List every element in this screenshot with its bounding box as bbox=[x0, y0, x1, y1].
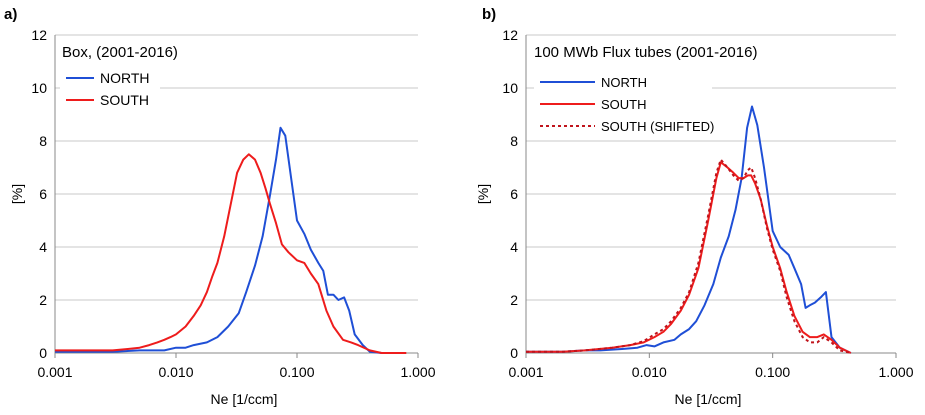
legend-label: SOUTH (SHIFTED) bbox=[601, 119, 714, 134]
x-tick-label: 0.010 bbox=[632, 364, 667, 380]
x-axis-title-b: Ne [1/ccm] bbox=[675, 391, 742, 407]
y-axis-title-b: [%] bbox=[475, 184, 491, 204]
y-tick-label: 4 bbox=[510, 239, 518, 255]
panel-label-b: b) bbox=[482, 6, 496, 23]
y-tick-label: 6 bbox=[39, 186, 47, 202]
y-tick-label: 10 bbox=[31, 80, 47, 96]
legend-label: NORTH bbox=[601, 75, 647, 90]
y-tick-label: 12 bbox=[502, 27, 518, 43]
series-line-south-shifted bbox=[526, 158, 852, 354]
series-line-north bbox=[526, 105, 852, 354]
y-tick-label: 4 bbox=[39, 239, 47, 255]
chart-title-a: Box, (2001-2016) bbox=[62, 44, 178, 61]
series-line-south bbox=[526, 161, 852, 354]
x-tick-label: 0.001 bbox=[508, 364, 543, 380]
y-axis-title-a: [%] bbox=[9, 184, 25, 204]
x-tick-label: 1.000 bbox=[878, 364, 913, 380]
y-tick-label: 8 bbox=[39, 133, 47, 149]
plot-a: 0 2 4 6 8 10 12 0.001 0.010 0.100 1.000 NORTH SOUTH bbox=[31, 27, 435, 380]
plot-b: 0 2 4 6 8 10 12 0.001 0.010 0.100 1.000 NORTH SOUTH S… bbox=[502, 27, 913, 380]
y-tick-label: 12 bbox=[31, 27, 47, 43]
legend-label: NORTH bbox=[100, 70, 150, 86]
series-line-north bbox=[55, 126, 392, 354]
y-tick-label: 2 bbox=[39, 292, 47, 308]
chart-title-b: 100 MWb Flux tubes (2001-2016) bbox=[534, 44, 757, 61]
legend-box bbox=[60, 66, 160, 114]
x-tick-label: 0.010 bbox=[158, 364, 193, 380]
legend-label: SOUTH bbox=[100, 92, 149, 108]
y-tick-label: 2 bbox=[510, 292, 518, 308]
series-line-south bbox=[55, 153, 407, 354]
x-tick-label: 0.001 bbox=[37, 364, 72, 380]
y-tick-label: 0 bbox=[39, 345, 47, 361]
y-tick-label: 10 bbox=[502, 80, 518, 96]
y-tick-label: 0 bbox=[510, 345, 518, 361]
x-tick-label: 1.000 bbox=[400, 364, 435, 380]
x-tick-label: 0.100 bbox=[279, 364, 314, 380]
panel-label-a: a) bbox=[4, 6, 17, 23]
legend-label: SOUTH bbox=[601, 97, 647, 112]
y-tick-label: 6 bbox=[510, 186, 518, 202]
x-axis-title-a: Ne [1/ccm] bbox=[211, 391, 278, 407]
x-tick-label: 0.100 bbox=[755, 364, 790, 380]
y-tick-label: 8 bbox=[510, 133, 518, 149]
